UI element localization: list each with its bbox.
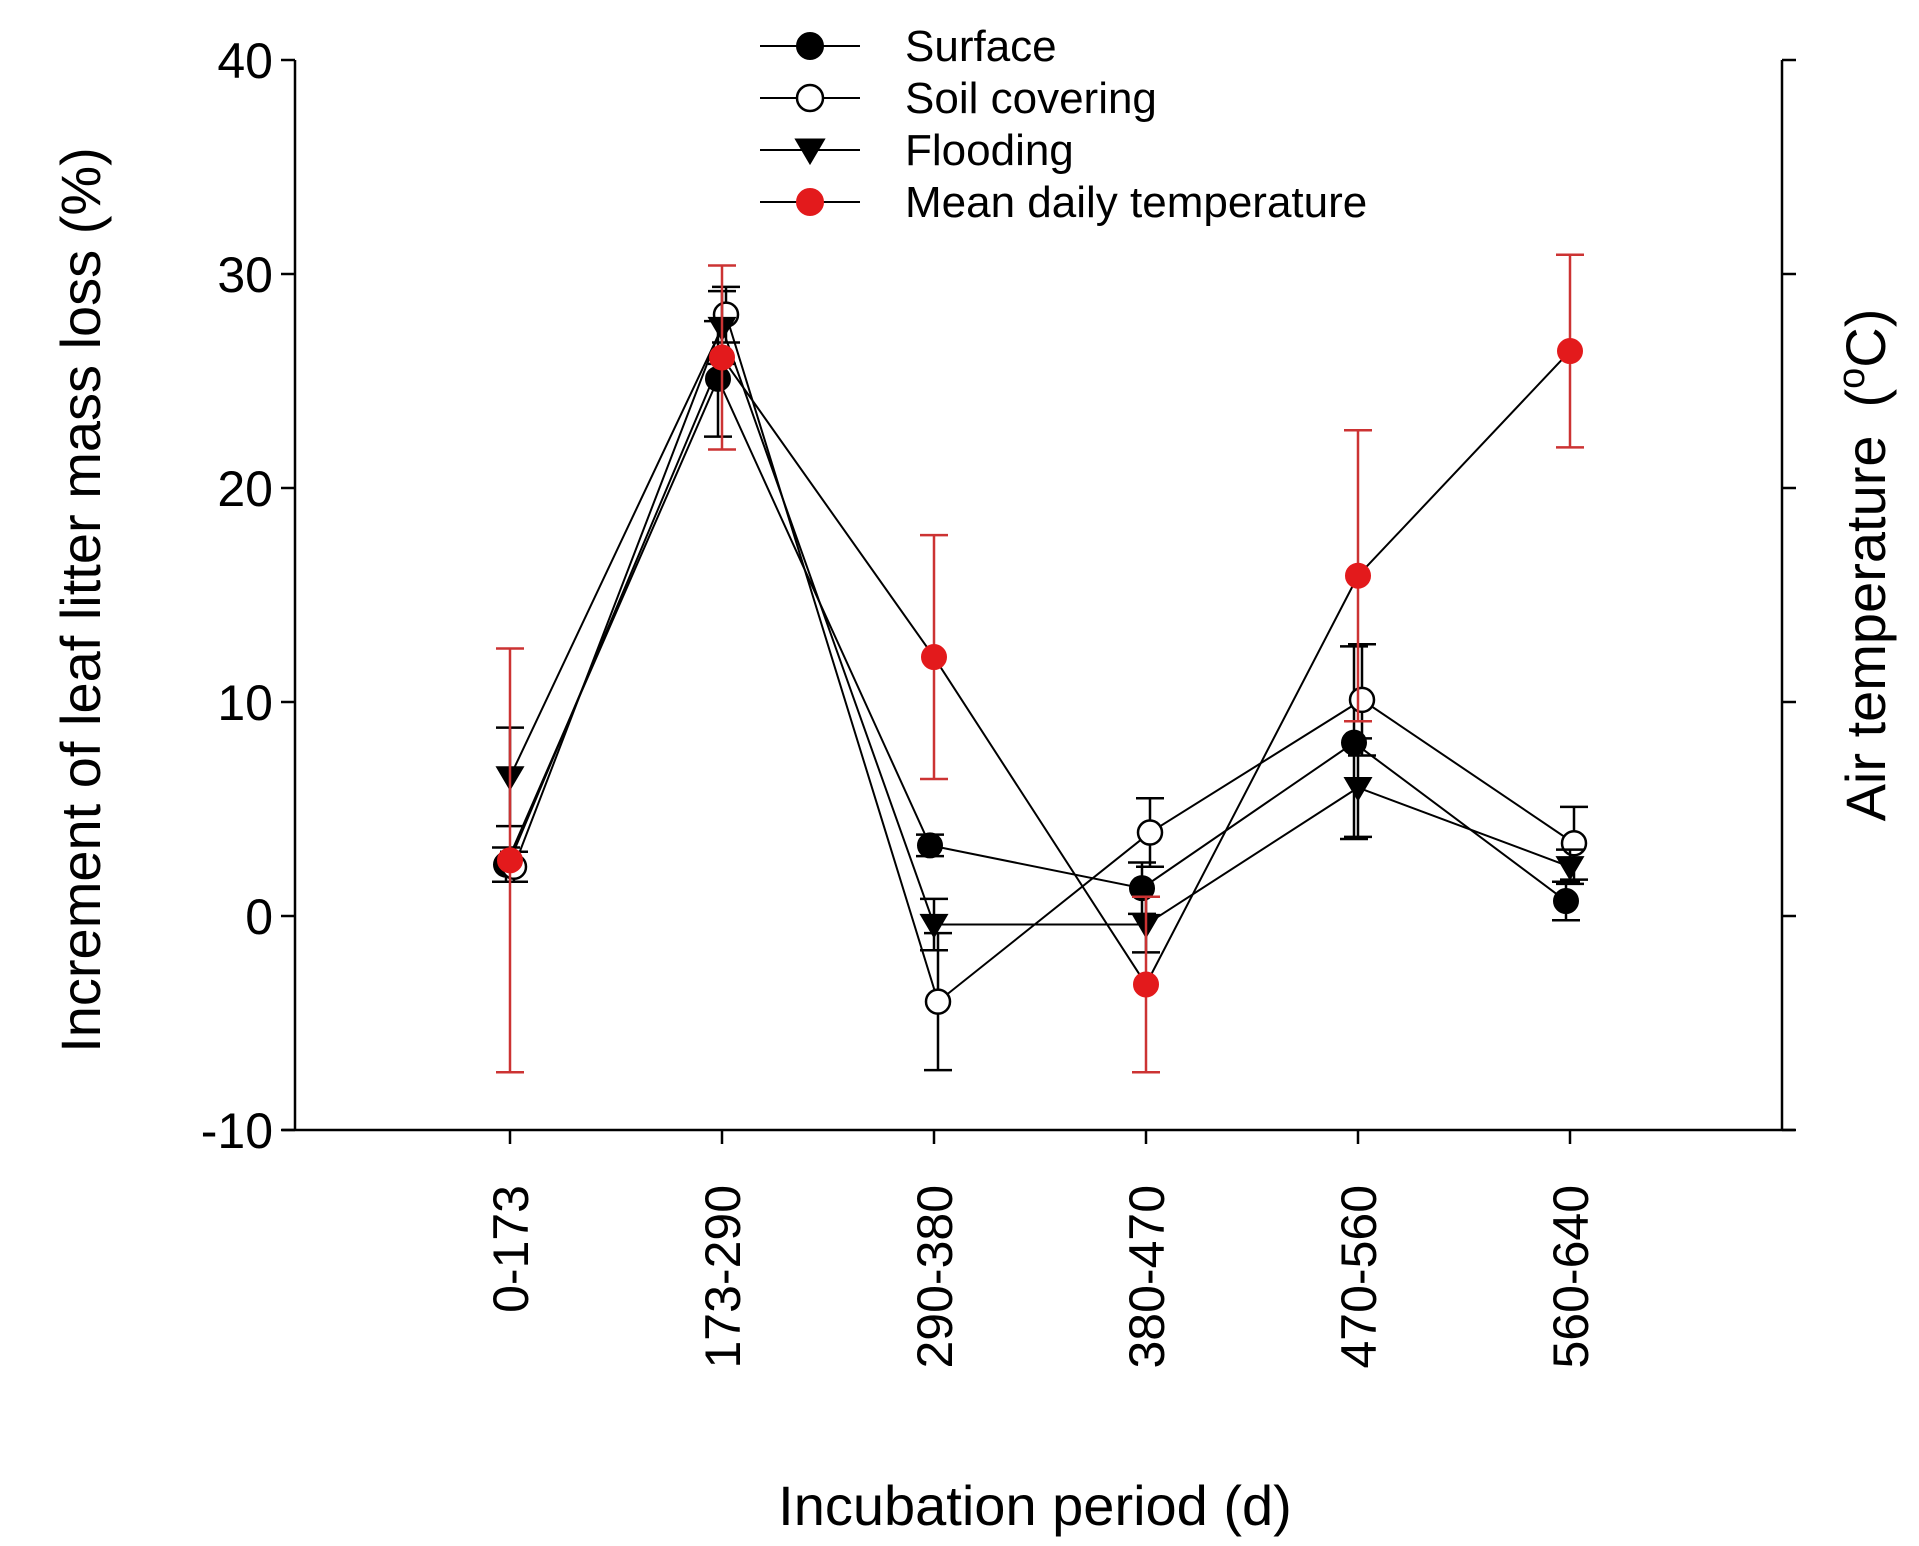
x-tick-label: 173-290: [695, 1185, 751, 1369]
series-surface: [492, 319, 1580, 922]
y-tick-label: 30: [217, 247, 273, 303]
y2-axis-title-main: Air temperature: [1834, 435, 1897, 821]
series-line: [509, 350, 1571, 987]
data-point: [497, 847, 523, 874]
data-point: [1348, 686, 1376, 714]
data-point: [796, 188, 824, 216]
legend-item: Surface: [760, 22, 1057, 71]
legend-label: Surface: [905, 22, 1057, 71]
series-flooding: [495, 289, 1585, 954]
y2-axis-title: Air temperature (oC): [1831, 309, 1897, 822]
legend-item: Flooding: [760, 126, 1074, 175]
y-tick-label: 0: [245, 889, 273, 945]
series-line: [509, 324, 1571, 926]
data-point: [917, 832, 943, 859]
y-axis-title: Increment of leaf litter mass loss (%): [49, 147, 112, 1053]
legend-item: Soil covering: [760, 74, 1157, 123]
y-tick-label: -10: [201, 1103, 273, 1159]
x-tick-label: 470-560: [1331, 1185, 1387, 1369]
series-mean-daily-temperature: [496, 253, 1584, 1074]
y2-axis-title-sup: o: [1831, 368, 1873, 389]
legend-label: Mean daily temperature: [905, 178, 1367, 227]
x-tick-label: 290-380: [907, 1185, 963, 1369]
legend-item: Mean daily temperature: [760, 178, 1367, 227]
y2-axis-title-unit: C: [1834, 327, 1897, 367]
data-point: [924, 988, 952, 1015]
y2-axis-title-open: (: [1834, 388, 1897, 407]
x-tick-label: 380-470: [1119, 1185, 1175, 1369]
y2-axis-title-close: ): [1834, 309, 1897, 328]
y-tick-label: 10: [217, 675, 273, 731]
data-point: [1557, 338, 1583, 365]
data-point: [794, 138, 826, 166]
x-ticks: 0-173 173-290 290-380 380-470 470-560 560-640: [483, 1130, 1599, 1369]
data-point: [1553, 888, 1579, 915]
data-point: [796, 32, 824, 60]
legend-label: Flooding: [905, 126, 1074, 175]
y-tick-label: 20: [217, 461, 273, 517]
series-line: [513, 311, 1575, 1004]
data-point: [709, 344, 735, 371]
data-point: [795, 83, 825, 113]
data-point: [1129, 875, 1155, 902]
y-ticks: -10 0 10 20 30 40: [201, 33, 1796, 1159]
data-point: [919, 913, 949, 939]
data-point: [1343, 776, 1373, 802]
series-soil-covering: [500, 285, 1588, 1072]
legend-label: Soil covering: [905, 74, 1157, 123]
data-point: [1560, 829, 1588, 857]
series-layer: [492, 253, 1588, 1074]
series-line: [505, 376, 1567, 902]
data-point: [1555, 856, 1585, 881]
axes: [282, 60, 1795, 1132]
data-point: [1136, 819, 1164, 846]
x-tick-label: 0-173: [483, 1185, 539, 1313]
y-tick-label: 40: [217, 33, 273, 89]
x-axis-title: Incubation period (d): [778, 1474, 1292, 1537]
x-tick-label: 560-640: [1543, 1185, 1599, 1369]
data-point: [921, 644, 947, 671]
data-point: [1345, 562, 1371, 589]
data-point: [1133, 971, 1159, 998]
